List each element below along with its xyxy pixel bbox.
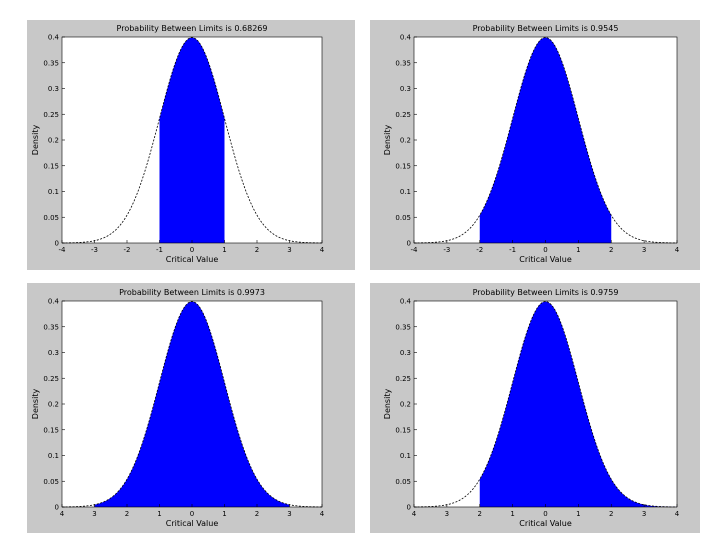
y-tick-label-1-4: 0.2: [48, 137, 59, 145]
x-tick-label-1-6: 2: [255, 246, 259, 254]
x-tick-label-2-3: -1: [509, 246, 516, 254]
y-tick-label-3-5: 0.25: [43, 375, 59, 383]
y-tick-label-4-0: 0: [407, 504, 411, 512]
density-curve-4: [413, 301, 678, 508]
x-tick-label-4-2: 2: [478, 510, 482, 518]
y-axis-label-2: Density: [383, 125, 392, 156]
x-axis-label-3: Critical Value: [166, 519, 219, 528]
y-tick-label-2-7: 0.35: [395, 59, 411, 67]
y-tick-label-2-5: 0.25: [395, 111, 411, 119]
x-tick-label-3-4: 0: [190, 510, 194, 518]
y-tick-label-1-0: 0: [55, 240, 59, 248]
y-tick-label-2-0: 0: [407, 240, 411, 248]
x-tick-label-1-2: -2: [124, 246, 131, 254]
x-tick-label-2-7: 3: [642, 246, 646, 254]
y-tick-label-1-3: 0.15: [43, 162, 59, 170]
y-tick-label-4-8: 0.4: [400, 298, 412, 306]
y-tick-label-2-2: 0.1: [400, 188, 411, 196]
y-tick-label-4-5: 0.25: [395, 375, 411, 383]
shaded-area-3: [94, 301, 290, 507]
y-axis-label-4: Density: [383, 389, 392, 420]
y-tick-label-3-3: 0.15: [43, 426, 59, 434]
chart-title-3: Probability Between Limits is 0.9973: [119, 288, 265, 297]
x-tick-label-1-4: 0: [190, 246, 194, 254]
y-axis-label-1: Density: [31, 125, 40, 156]
x-tick-label-4-3: 1: [510, 510, 514, 518]
x-tick-label-3-5: 1: [222, 510, 226, 518]
x-tick-label-4-7: 3: [642, 510, 646, 518]
x-tick-label-1-1: -3: [91, 246, 98, 254]
y-tick-label-1-2: 0.1: [48, 188, 59, 196]
y-tick-label-4-3: 0.15: [395, 426, 411, 434]
y-tick-label-4-6: 0.3: [400, 349, 411, 357]
x-tick-label-3-0: 4: [60, 510, 65, 518]
density-curve-2: [413, 37, 678, 244]
y-tick-label-3-0: 0: [55, 504, 59, 512]
y-tick-label-3-6: 0.3: [48, 349, 59, 357]
x-tick-label-4-8: 4: [675, 510, 680, 518]
y-tick-label-2-3: 0.15: [395, 162, 411, 170]
x-tick-label-2-6: 2: [609, 246, 613, 254]
shaded-area-4: [479, 301, 677, 507]
y-tick-label-2-8: 0.4: [400, 34, 412, 42]
x-tick-label-2-8: 4: [675, 246, 680, 254]
y-tick-label-2-6: 0.3: [400, 85, 411, 93]
x-tick-label-2-5: 1: [576, 246, 580, 254]
density-curve-3: [61, 301, 323, 508]
shaded-area-2: [479, 37, 612, 243]
x-tick-label-3-2: 2: [125, 510, 129, 518]
y-axis-label-3: Density: [31, 389, 40, 420]
x-tick-label-2-2: -2: [476, 246, 483, 254]
y-tick-label-4-7: 0.35: [395, 323, 411, 331]
x-tick-label-4-1: 3: [445, 510, 449, 518]
chart-title-1: Probability Between Limits is 0.68269: [117, 24, 268, 33]
x-axis-label-2: Critical Value: [519, 255, 572, 264]
x-tick-label-2-0: -4: [411, 246, 419, 254]
y-tick-label-1-1: 0.05: [43, 214, 59, 222]
y-tick-label-2-4: 0.2: [400, 137, 411, 145]
x-tick-label-4-5: 1: [576, 510, 580, 518]
y-tick-label-3-4: 0.2: [48, 401, 59, 409]
x-tick-label-4-0: 4: [412, 510, 417, 518]
x-tick-label-1-7: 3: [287, 246, 291, 254]
y-tick-label-1-8: 0.4: [48, 34, 60, 42]
x-tick-label-4-4: 0: [543, 510, 547, 518]
y-tick-label-3-7: 0.35: [43, 323, 59, 331]
x-tick-label-3-1: 3: [92, 510, 96, 518]
x-tick-label-1-0: -4: [59, 246, 67, 254]
y-tick-label-4-2: 0.1: [400, 452, 411, 460]
y-tick-label-3-8: 0.4: [48, 298, 60, 306]
x-tick-label-2-1: -3: [443, 246, 450, 254]
y-tick-label-1-7: 0.35: [43, 59, 59, 67]
x-tick-label-1-8: 4: [320, 246, 325, 254]
chart-title-4: Probability Between Limits is 0.9759: [473, 288, 619, 297]
x-axis-label-1: Critical Value: [166, 255, 219, 264]
x-tick-label-3-7: 3: [287, 510, 291, 518]
y-tick-label-4-1: 0.05: [395, 478, 411, 486]
y-tick-label-3-1: 0.05: [43, 478, 59, 486]
x-tick-label-1-5: 1: [222, 246, 226, 254]
y-tick-label-2-1: 0.05: [395, 214, 411, 222]
x-tick-label-3-8: 4: [320, 510, 325, 518]
y-tick-label-1-6: 0.3: [48, 85, 59, 93]
x-tick-label-3-3: 1: [157, 510, 161, 518]
x-tick-label-4-6: 2: [609, 510, 613, 518]
x-tick-label-2-4: 0: [543, 246, 547, 254]
y-tick-label-3-2: 0.1: [48, 452, 59, 460]
y-tick-label-4-4: 0.2: [400, 401, 411, 409]
chart-title-2: Probability Between Limits is 0.9545: [473, 24, 619, 33]
x-axis-label-4: Critical Value: [519, 519, 572, 528]
shaded-area-1: [159, 37, 225, 243]
x-tick-label-3-6: 2: [255, 510, 259, 518]
y-tick-label-1-5: 0.25: [43, 111, 59, 119]
density-curve-1: [61, 37, 323, 244]
x-tick-label-1-3: -1: [156, 246, 163, 254]
